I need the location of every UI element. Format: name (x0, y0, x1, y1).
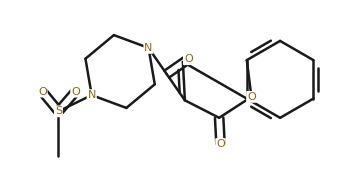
Text: O: O (71, 87, 80, 97)
Text: O: O (216, 139, 225, 149)
Text: O: O (184, 54, 193, 64)
Text: O: O (38, 87, 47, 97)
Text: S: S (55, 106, 62, 116)
Text: N: N (88, 90, 96, 100)
Text: O: O (247, 92, 256, 102)
Text: N: N (144, 43, 153, 53)
